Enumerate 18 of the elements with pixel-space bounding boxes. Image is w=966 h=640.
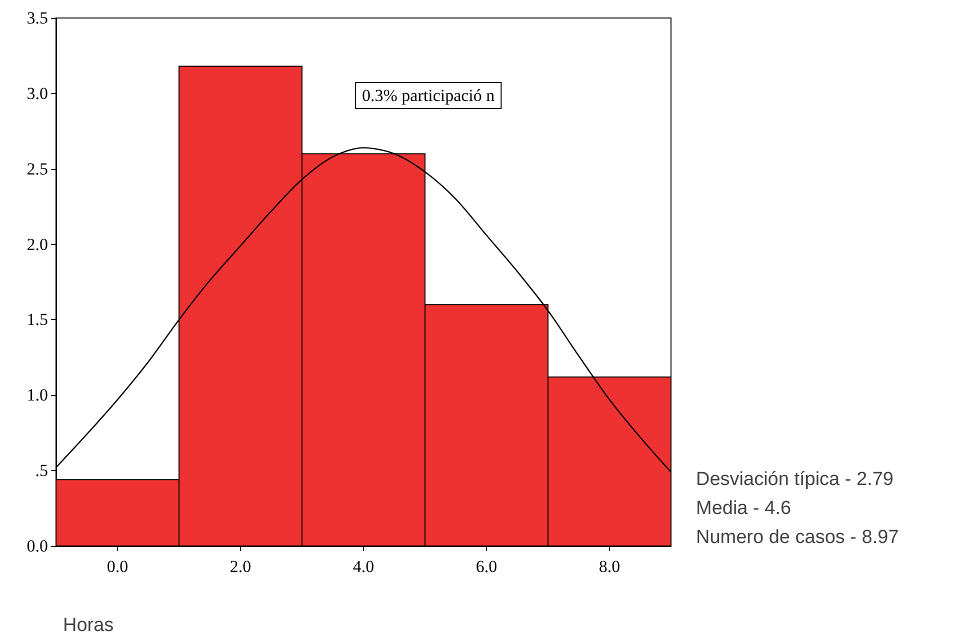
x-tick-label: 0.0 bbox=[106, 557, 128, 576]
y-tick-label: 3.5 bbox=[26, 8, 48, 28]
x-tick-label: 4.0 bbox=[352, 557, 374, 576]
x-tick-label: 2.0 bbox=[230, 557, 252, 576]
text: Desviación típica - 2.79 bbox=[696, 469, 894, 490]
y-tick-label: .5 bbox=[35, 461, 48, 480]
y-tick-label: 1.0 bbox=[26, 386, 48, 405]
text: Numero de casos - 8.97 bbox=[696, 527, 899, 548]
x-tick-label: 8.0 bbox=[598, 557, 620, 576]
y-tick-label: 2.0 bbox=[26, 234, 48, 254]
y-tick-label: 1.5 bbox=[26, 310, 48, 330]
x-tick-label: 6.0 bbox=[476, 557, 498, 576]
annotation: 0.3% participació n bbox=[362, 86, 496, 105]
y-tick-label: 2.5 bbox=[26, 159, 48, 178]
y-tick-label: 0.0 bbox=[26, 536, 48, 556]
text: Media - 4.6 bbox=[696, 498, 792, 519]
y-tick-label: 3.0 bbox=[26, 84, 48, 103]
x-axis-title: Horas bbox=[63, 615, 114, 636]
